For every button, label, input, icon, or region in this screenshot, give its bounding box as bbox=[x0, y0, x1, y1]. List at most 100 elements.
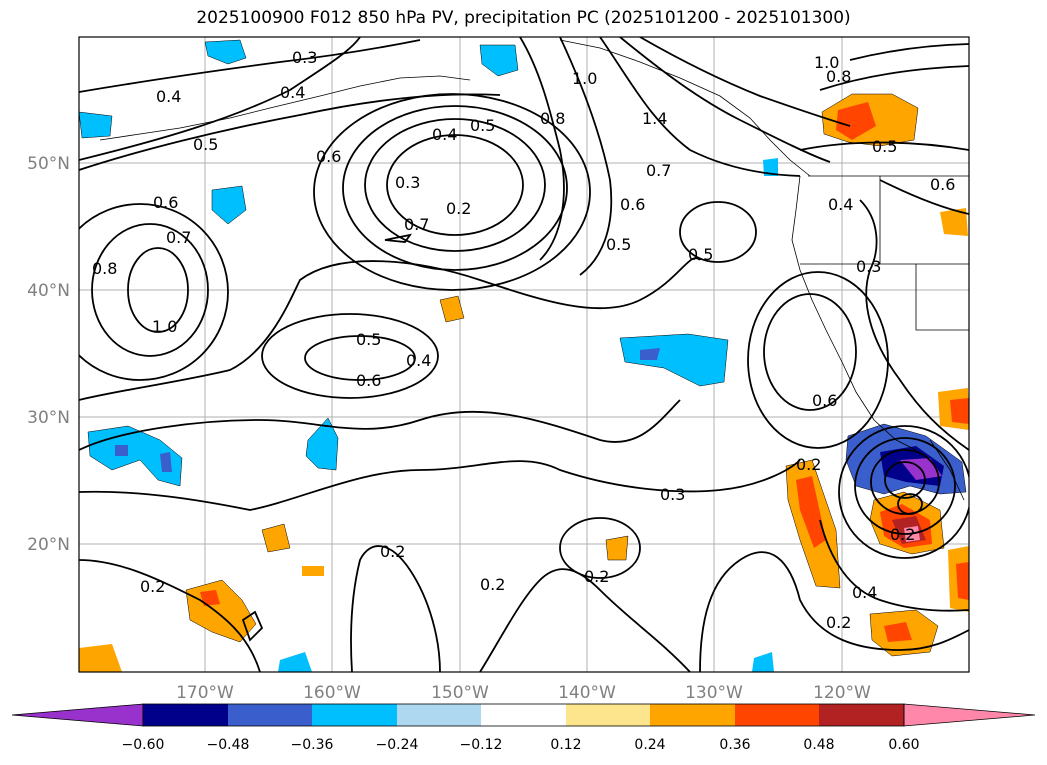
precip-blob bbox=[950, 398, 969, 424]
contour-label: 0.3 bbox=[660, 485, 685, 504]
latitude-labels: 50°N 40°N 30°N 20°N bbox=[27, 154, 70, 555]
contour-label: 0.6 bbox=[812, 391, 837, 410]
lat-label: 30°N bbox=[27, 408, 70, 428]
contour-label: 0.3 bbox=[395, 173, 420, 192]
lat-label: 40°N bbox=[27, 281, 70, 301]
contour-line bbox=[342, 105, 568, 271]
precip-blob bbox=[884, 622, 912, 642]
contour-line bbox=[384, 233, 413, 243]
precip-blob bbox=[796, 476, 826, 548]
contour-line bbox=[747, 271, 889, 449]
colorbar-segment bbox=[397, 704, 481, 726]
contour-label: 0.4 bbox=[852, 583, 877, 602]
contour-line bbox=[679, 201, 757, 263]
contour-line bbox=[479, 568, 691, 672]
contour-label: 0.5 bbox=[193, 135, 218, 154]
contour-label: 1.0 bbox=[572, 69, 597, 88]
contour-line bbox=[854, 437, 956, 535]
contour-label: 1.0 bbox=[152, 317, 177, 336]
border-line bbox=[879, 176, 969, 331]
contour-label: 0.2 bbox=[796, 455, 821, 474]
contour-label: 0.4 bbox=[828, 195, 853, 214]
map-frame bbox=[78, 36, 970, 673]
contour-label: 0.5 bbox=[606, 235, 631, 254]
lon-label: 120°W bbox=[813, 683, 871, 703]
colorbar-extend-left bbox=[11, 703, 144, 727]
precip-blob bbox=[940, 208, 968, 236]
contour-label: 0.7 bbox=[646, 161, 671, 180]
precip-blob bbox=[87, 425, 183, 487]
precip-blob bbox=[160, 452, 172, 472]
contour-line bbox=[79, 559, 261, 672]
coastline bbox=[559, 39, 811, 177]
contour-label: 0.5 bbox=[872, 137, 897, 156]
precip-blob bbox=[479, 44, 519, 77]
colorbar-tick-label: −0.12 bbox=[460, 737, 503, 753]
precip-blob bbox=[115, 445, 128, 456]
colorbar-segment bbox=[735, 704, 819, 726]
contour-label: 0.6 bbox=[620, 195, 645, 214]
contour-line bbox=[79, 37, 361, 161]
contour-line bbox=[79, 93, 501, 171]
contour-line bbox=[849, 43, 969, 61]
colorbar: −0.60 −0.48 −0.36 −0.24 −0.12 0.12 0.24 … bbox=[11, 703, 1036, 753]
precip-blob bbox=[204, 39, 247, 65]
precip-blob bbox=[836, 102, 876, 140]
contour-line bbox=[799, 141, 969, 151]
colorbar-segment bbox=[481, 704, 566, 726]
colorbar-tick-label: 0.48 bbox=[803, 737, 834, 753]
precip-blob bbox=[956, 562, 969, 600]
lat-label: 20°N bbox=[27, 535, 70, 555]
longitude-labels: 170°W 160°W 150°W 140°W 130°W 120°W bbox=[176, 683, 871, 703]
lon-label: 170°W bbox=[176, 683, 234, 703]
colorbar-segment bbox=[819, 704, 904, 726]
contour-label: 0.7 bbox=[166, 228, 191, 247]
contour-label: 0.2 bbox=[826, 613, 851, 632]
contour-label: 0.6 bbox=[930, 175, 955, 194]
colorbar-tick-label: 0.60 bbox=[888, 737, 919, 753]
colorbar-segment bbox=[312, 704, 397, 726]
contour-line bbox=[79, 203, 229, 381]
colorbar-tick-label: 0.36 bbox=[719, 737, 750, 753]
contour-label: 1.0 bbox=[814, 53, 839, 72]
contour-line bbox=[879, 179, 969, 215]
precip-blob bbox=[261, 523, 291, 553]
precip-blob bbox=[619, 333, 729, 387]
colorbar-segment bbox=[650, 704, 735, 726]
contour-line bbox=[639, 37, 851, 127]
precip-blob bbox=[752, 652, 774, 672]
colorbar-tick-label: 0.12 bbox=[550, 737, 581, 753]
colorbar-tick-label: 0.24 bbox=[634, 737, 665, 753]
precip-blob bbox=[79, 644, 122, 672]
precip-blob bbox=[278, 652, 312, 672]
contour-line bbox=[241, 610, 264, 642]
contour-line bbox=[127, 247, 189, 333]
lon-label: 160°W bbox=[303, 683, 361, 703]
lat-label: 50°N bbox=[27, 154, 70, 174]
contour-label: 0.8 bbox=[540, 109, 565, 128]
contour-label: 0.2 bbox=[584, 567, 609, 586]
colorbar-ticks: −0.60 −0.48 −0.36 −0.24 −0.12 0.12 0.24 … bbox=[122, 737, 920, 753]
contour-label: 0.2 bbox=[140, 577, 165, 596]
lon-label: 150°W bbox=[431, 683, 489, 703]
contour-line bbox=[819, 65, 969, 91]
contour-label: 0.6 bbox=[153, 193, 178, 212]
precip-blob bbox=[302, 566, 324, 576]
contour-line bbox=[364, 118, 546, 252]
contour-labels: 0.3 0.4 0.4 0.5 0.6 0.4 0.5 0.3 0.2 0.7 … bbox=[92, 48, 955, 632]
precip-blob bbox=[640, 348, 660, 360]
colorbar-extend-right bbox=[903, 703, 1036, 727]
contour-line bbox=[304, 335, 416, 381]
contour-line bbox=[261, 313, 439, 399]
colorbar-segment bbox=[228, 704, 312, 726]
contour-label: 0.2 bbox=[480, 575, 505, 594]
contour-label: 0.2 bbox=[380, 542, 405, 561]
contour-line bbox=[884, 461, 926, 499]
contour-label: 0.4 bbox=[280, 83, 305, 102]
contour-label: 0.5 bbox=[688, 245, 713, 264]
contour-line bbox=[819, 519, 969, 612]
contour-label: 0.5 bbox=[470, 116, 495, 135]
contour-line bbox=[699, 551, 969, 672]
contour-label: 0.4 bbox=[406, 351, 431, 370]
coastline bbox=[99, 75, 471, 141]
